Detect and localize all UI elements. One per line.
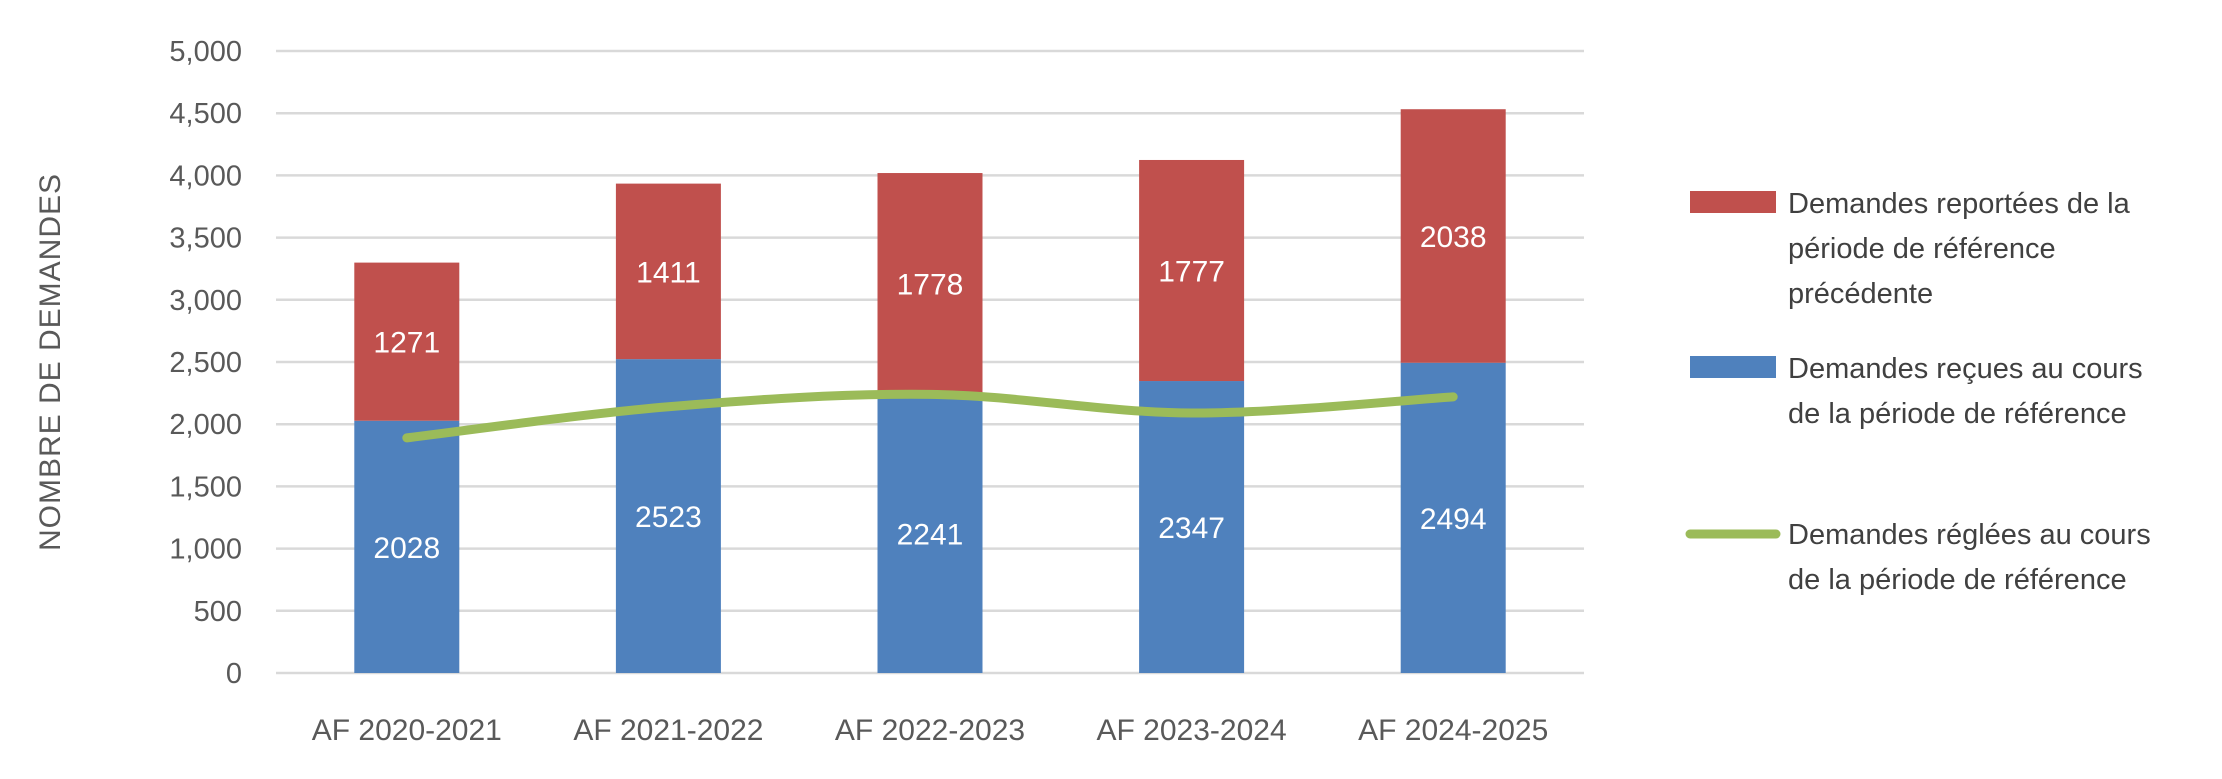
data-label: 1411 xyxy=(636,256,701,289)
bar-segment xyxy=(1139,159,1245,382)
data-label: 1777 xyxy=(1158,256,1225,289)
bar-segment xyxy=(1400,362,1506,673)
y-axis-ticks: 0 500 1,000 1,500 2,000 2,500 3,000 3,500 4,000 4… xyxy=(169,36,242,690)
legend-swatch xyxy=(1690,191,1776,213)
y-tick-label: 2,500 xyxy=(169,347,242,379)
legend-label: de la période de référence xyxy=(1788,564,2127,596)
data-label: 1271 xyxy=(373,327,440,360)
data-label: 2494 xyxy=(1420,503,1487,536)
line-path xyxy=(402,389,1458,443)
y-tick-label: 4,500 xyxy=(169,98,242,130)
y-tick-label: 2,000 xyxy=(169,409,242,441)
x-tick-label: AF 2021-2022 xyxy=(573,714,763,747)
y-tick-label: 1,500 xyxy=(169,471,242,503)
bar-segment xyxy=(877,173,983,395)
legend-swatch xyxy=(1690,356,1776,378)
x-axis-categories: AF 2020-2021 AF 2021-2022 AF 2022-2023 AF 2… xyxy=(312,714,1549,747)
x-tick-label: AF 2022-2023 xyxy=(835,714,1025,747)
y-axis-title: NOMBRE DE DEMANDES xyxy=(34,173,67,551)
data-label: 2347 xyxy=(1158,512,1225,545)
bar-segment xyxy=(877,394,983,673)
data-label: 2038 xyxy=(1420,221,1487,254)
bar-segment xyxy=(1139,381,1245,673)
legend-label: Demandes réglées au cours xyxy=(1788,519,2151,551)
data-label: 1778 xyxy=(897,269,964,302)
y-tick-label: 3,000 xyxy=(169,285,242,317)
y-tick-label: 5,000 xyxy=(169,36,242,68)
y-tick-label: 0 xyxy=(226,658,242,690)
bar-segment xyxy=(615,183,721,360)
bar-segment xyxy=(354,420,460,673)
line-series xyxy=(402,389,1458,443)
y-tick-label: 3,500 xyxy=(169,223,242,255)
legend-label: Demandes reportées de la xyxy=(1788,188,2131,220)
legend-label: Demandes reçues au cours xyxy=(1788,353,2143,385)
y-tick-label: 500 xyxy=(194,596,242,628)
data-label: 2028 xyxy=(373,532,440,565)
bar-segment xyxy=(354,262,460,421)
legend-label: précédente xyxy=(1788,278,1933,310)
y-tick-label: 4,000 xyxy=(169,160,242,192)
bar-segment xyxy=(1400,109,1506,363)
x-tick-label: AF 2020-2021 xyxy=(312,714,502,747)
data-label: 2241 xyxy=(897,519,964,552)
bars: 2028 1271 2523 1411 2241 1778 2347 1777 2494 2038 xyxy=(354,109,1506,673)
x-tick-label: AF 2023-2024 xyxy=(1097,714,1287,747)
data-label: 2523 xyxy=(635,501,702,534)
legend: Demandes reportées de la période de référ… xyxy=(1685,188,2151,596)
y-tick-label: 1,000 xyxy=(169,534,242,566)
legend-label: de la période de référence xyxy=(1788,398,2127,430)
legend-label: période de référence xyxy=(1788,233,2056,265)
x-tick-label: AF 2024-2025 xyxy=(1358,714,1548,747)
